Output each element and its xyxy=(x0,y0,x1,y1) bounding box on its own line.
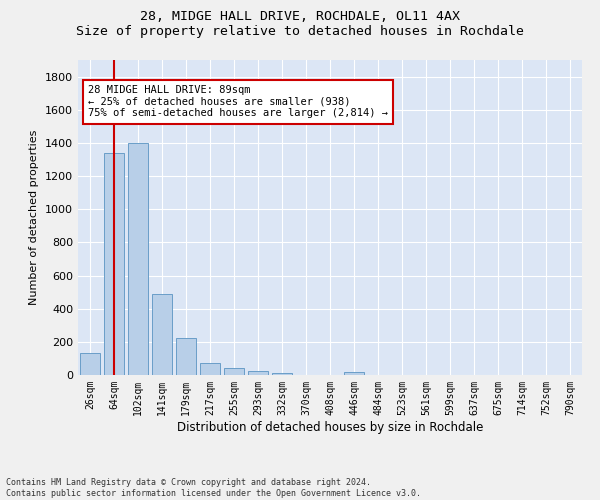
Text: 28 MIDGE HALL DRIVE: 89sqm
← 25% of detached houses are smaller (938)
75% of sem: 28 MIDGE HALL DRIVE: 89sqm ← 25% of deta… xyxy=(88,85,388,118)
Bar xyxy=(224,368,244,375)
Bar xyxy=(248,371,268,375)
Bar xyxy=(272,373,292,375)
Bar xyxy=(344,372,364,375)
X-axis label: Distribution of detached houses by size in Rochdale: Distribution of detached houses by size … xyxy=(177,420,483,434)
Y-axis label: Number of detached properties: Number of detached properties xyxy=(29,130,40,305)
Bar xyxy=(200,362,220,375)
Bar xyxy=(176,338,196,375)
Text: Contains HM Land Registry data © Crown copyright and database right 2024.
Contai: Contains HM Land Registry data © Crown c… xyxy=(6,478,421,498)
Bar xyxy=(128,143,148,375)
Bar xyxy=(80,352,100,375)
Text: 28, MIDGE HALL DRIVE, ROCHDALE, OL11 4AX
Size of property relative to detached h: 28, MIDGE HALL DRIVE, ROCHDALE, OL11 4AX… xyxy=(76,10,524,38)
Bar xyxy=(104,153,124,375)
Bar xyxy=(152,294,172,375)
